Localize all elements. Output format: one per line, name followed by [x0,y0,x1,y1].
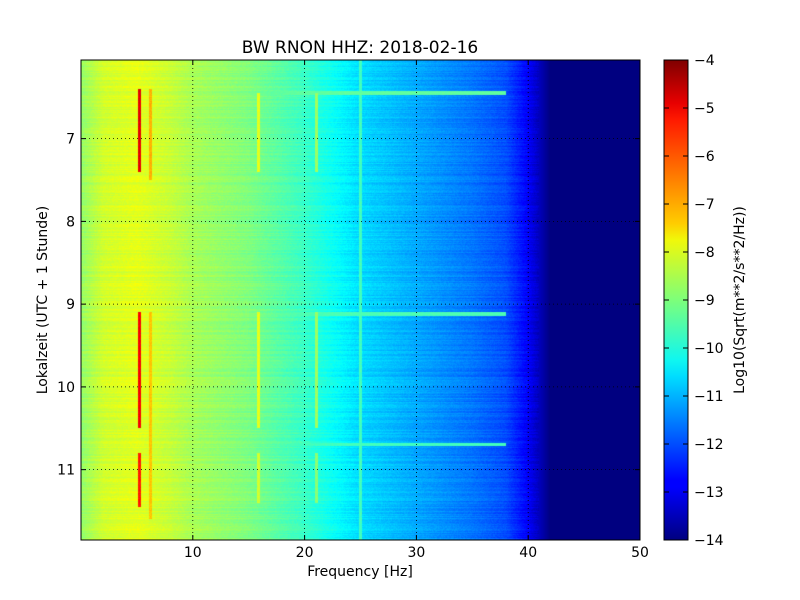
grid-lines [81,60,640,540]
heatmap-image [81,60,640,540]
colorbar-tick-label: −9 [694,293,715,309]
x-tick-label: 30 [407,545,425,561]
y-axis-label: Lokalzeit (UTC + 1 Stunde) [35,206,51,395]
colorbar: −4 −5 −6 −7 −8 −9 −10 −11 −12 −13 −14 Log10(Sqrt(m… [663,53,748,549]
colorbar-tick-label: −7 [694,197,715,213]
heatmap-area [81,60,640,540]
chart-title: BW RNON HHZ: 2018-02-16 [242,38,478,58]
colorbar-tick-label: −12 [694,437,724,453]
x-tick-label: 10 [184,545,202,561]
colorbar-tick-label: −6 [694,149,715,165]
colorbar-tick-label: −13 [694,485,724,501]
x-axis: 10 20 30 40 50 [184,60,649,561]
colorbar-tick-label: −8 [694,245,715,261]
x-tick-label: 20 [296,545,314,561]
y-tick-label: 8 [66,214,75,230]
y-tick-label: 9 [66,297,75,313]
colorbar-tick-label: −11 [694,389,724,405]
x-axis-label: Frequency [Hz] [307,564,413,580]
colorbar-tick-label: −10 [694,341,724,357]
y-tick-label: 11 [57,463,75,479]
colorbar-tick-label: −4 [694,53,715,69]
y-axis: 7 8 9 10 11 [57,132,640,479]
colorbar-tick-label: −14 [694,533,724,549]
colorbar-tick-label: −5 [694,101,715,117]
colorbar-ticks: −4 −5 −6 −7 −8 −9 −10 −11 −12 −13 −14 [664,53,724,549]
plot-frame [80,59,641,541]
x-tick-label: 40 [519,545,537,561]
x-tick-label: 50 [631,545,649,561]
y-tick-label: 10 [57,380,75,396]
colorbar-label: Log10(Sqrt(m**2/s**2/Hz)) [732,206,748,394]
y-tick-label: 7 [66,132,75,148]
